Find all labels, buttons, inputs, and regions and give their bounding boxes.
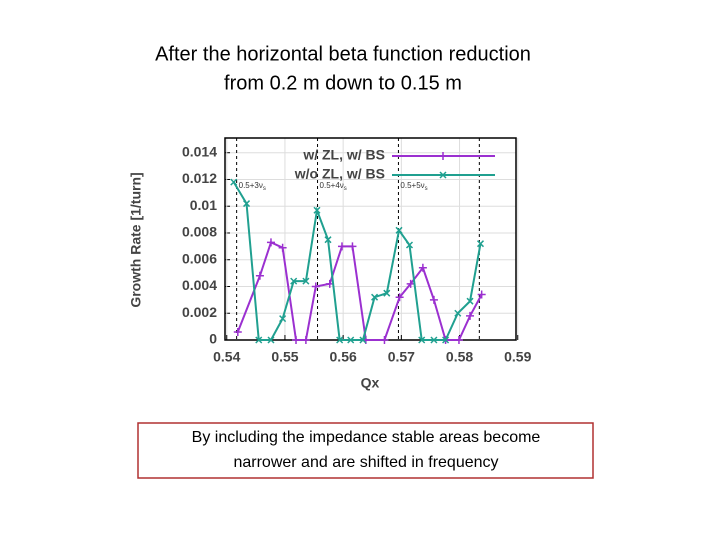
resonance-label: 0.5+5νs xyxy=(400,181,427,191)
x-tick-label: 0.58 xyxy=(446,349,473,365)
y-axis-label: Growth Rate [1/turn] xyxy=(128,172,144,307)
point xyxy=(454,336,463,344)
slide-title: from 0.2 m down to 0.15 m xyxy=(224,72,462,94)
point xyxy=(477,290,486,299)
resonance-label-sub: s xyxy=(344,186,347,192)
y-tick-label: 0 xyxy=(209,331,217,347)
y-tick-label: 0.004 xyxy=(182,277,217,293)
x-tick-label: 0.56 xyxy=(330,349,357,365)
resonance-label-sub: s xyxy=(425,186,428,192)
x-tick-label: 0.59 xyxy=(504,349,531,365)
x-axis-label: Qx xyxy=(361,375,380,391)
caption: By including the impedance stable areas … xyxy=(192,429,541,446)
legend-marker xyxy=(439,152,447,160)
x-tick-label: 0.55 xyxy=(271,349,298,365)
y-tick-label: 0.014 xyxy=(182,143,217,159)
point xyxy=(418,336,426,344)
legend-marker xyxy=(439,171,447,179)
point xyxy=(347,336,355,344)
series-line xyxy=(236,240,483,341)
slide-title: After the horizontal beta function reduc… xyxy=(155,43,531,65)
point xyxy=(279,315,287,323)
resonance-label: 0.5+3νs xyxy=(239,181,266,191)
point xyxy=(302,277,310,285)
point xyxy=(466,297,474,305)
y-tick-label: 0.006 xyxy=(182,250,217,266)
point xyxy=(233,327,242,336)
resonance-label-sub: s xyxy=(263,186,266,192)
point xyxy=(359,336,367,344)
point xyxy=(292,336,301,344)
point xyxy=(383,289,391,297)
point xyxy=(466,311,475,320)
resonance-label-text: 0.5+3ν xyxy=(239,181,263,190)
point xyxy=(395,226,403,234)
point xyxy=(395,293,404,302)
series-line xyxy=(232,181,482,341)
y-tick-label: 0.002 xyxy=(182,304,217,320)
resonance-label-text: 0.5+4ν xyxy=(320,181,344,190)
point xyxy=(454,309,462,317)
x-tick-label: 0.54 xyxy=(213,349,240,365)
point xyxy=(371,293,379,301)
point xyxy=(418,263,427,272)
point xyxy=(230,178,238,186)
point xyxy=(313,206,321,214)
legend-label: w/ ZL, w/ BS xyxy=(302,147,385,163)
resonance-label-text: 0.5+5ν xyxy=(400,181,424,190)
point xyxy=(290,277,298,285)
point xyxy=(442,336,450,344)
point xyxy=(255,271,264,280)
point xyxy=(405,241,414,249)
point xyxy=(278,243,287,252)
point xyxy=(406,279,415,288)
y-tick-label: 0.008 xyxy=(182,224,217,240)
point xyxy=(430,336,438,344)
point xyxy=(348,242,357,251)
resonance-label: 0.5+4νs xyxy=(320,181,347,191)
caption-box xyxy=(137,422,594,479)
point xyxy=(243,200,251,208)
y-tick-label: 0.012 xyxy=(182,170,217,186)
x-tick-label: 0.57 xyxy=(388,349,415,365)
point xyxy=(267,336,275,344)
y-tick-label: 0.01 xyxy=(190,197,217,213)
point xyxy=(337,242,346,251)
point xyxy=(301,336,310,344)
point xyxy=(476,240,485,248)
point xyxy=(255,336,263,344)
point xyxy=(266,238,275,247)
caption: narrower and are shifted in frequency xyxy=(233,454,498,471)
point xyxy=(311,282,320,291)
legend-label: w/o ZL, w/ BS xyxy=(294,166,385,182)
point xyxy=(324,236,332,244)
point xyxy=(380,336,389,344)
point xyxy=(429,295,438,304)
point xyxy=(336,336,344,344)
